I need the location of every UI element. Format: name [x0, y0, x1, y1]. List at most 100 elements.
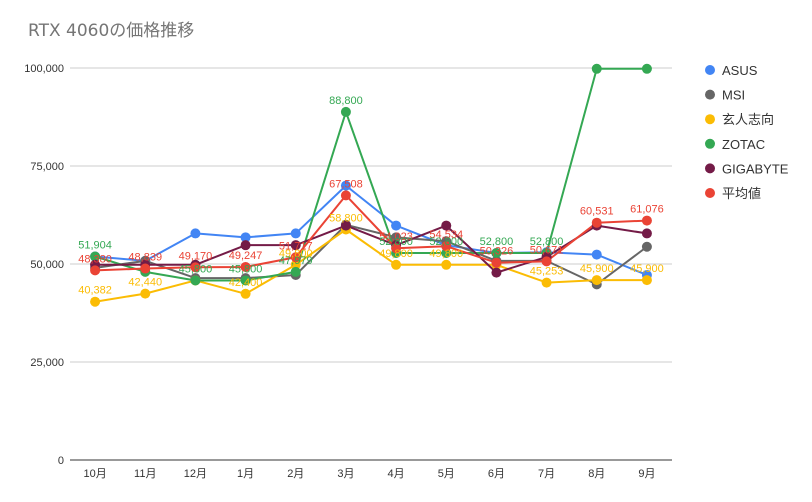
x-tick-label: 7月 [538, 468, 555, 480]
y-tick-label: 75,000 [30, 161, 64, 173]
data-point [591, 249, 602, 260]
series-line-5 [95, 194, 647, 272]
series-line-3 [94, 67, 647, 282]
data-label: 51,904 [78, 240, 112, 252]
y-tick-label: 50,000 [30, 259, 64, 271]
legend-label: 平均値 [722, 186, 761, 201]
data-point [641, 275, 652, 286]
data-label: 49,247 [229, 250, 263, 262]
legend-marker [705, 65, 715, 75]
data-point [591, 275, 602, 286]
data-point [190, 228, 201, 239]
data-point [441, 241, 452, 252]
data-point [391, 232, 402, 243]
legend-label: MSI [722, 88, 745, 103]
y-tick-label: 100,000 [24, 63, 64, 75]
data-label: 52,800 [429, 236, 463, 248]
data-label: 42,440 [128, 277, 162, 289]
x-tick-label: 4月 [388, 468, 405, 480]
grid-lines [70, 67, 672, 461]
data-label: 48,839 [128, 252, 162, 264]
series-line-4 [95, 224, 648, 274]
data-point [591, 217, 602, 228]
data-point [240, 275, 251, 286]
data-point [90, 251, 101, 262]
data-point [641, 241, 652, 252]
data-point [391, 220, 402, 231]
data-point [290, 259, 301, 270]
data-point [290, 252, 301, 263]
x-tick-label: 10月 [83, 468, 106, 480]
data-label: 45,800 [179, 263, 213, 275]
data-label: 88,800 [329, 95, 363, 107]
data-point [391, 259, 402, 270]
data-point [290, 240, 301, 251]
data-point [641, 63, 652, 74]
legend-marker [705, 138, 715, 149]
y-tick-label: 25,000 [30, 357, 64, 369]
data-label: 45,800 [229, 263, 263, 275]
data-label: 40,382 [78, 285, 112, 297]
x-tick-label: 12月 [184, 468, 207, 480]
legend-label: ASUS [722, 63, 758, 78]
x-tick-label: 8月 [588, 468, 605, 480]
data-label: 54,023 [379, 231, 413, 243]
legend-marker [705, 188, 715, 198]
data-point [441, 259, 452, 270]
data-label: 51,717 [279, 240, 313, 252]
data-label: 52,800 [530, 236, 564, 248]
legend-marker [705, 163, 715, 174]
legend-label: GIGABYTE [722, 161, 789, 176]
data-point [340, 180, 351, 191]
x-tick-label: 1月 [237, 468, 254, 480]
data-point [290, 266, 301, 277]
data-label: 49,800 [429, 248, 463, 260]
x-tick-label: 3月 [337, 468, 354, 480]
series-line-1 [94, 223, 648, 286]
legend-marker [705, 89, 715, 100]
data-label: 49,170 [179, 250, 213, 262]
x-tick-label: 2月 [287, 468, 304, 480]
data-label: 58,800 [329, 213, 363, 225]
data-label: 52,800 [379, 236, 413, 248]
chart-title: RTX 4060の価格推移 [28, 21, 195, 41]
x-tick-label: 11月 [134, 468, 156, 480]
data-point [140, 263, 151, 274]
data-point [491, 248, 502, 259]
data-label: 45,253 [530, 266, 564, 278]
data-label: 48,380 [78, 253, 112, 265]
data-point [240, 261, 251, 272]
legend-marker [705, 114, 715, 125]
data-point [240, 232, 251, 243]
legend-label: 玄人志向 [722, 112, 774, 127]
data-point [290, 228, 301, 239]
x-tick-label: 9月 [638, 468, 655, 480]
data-point [441, 220, 452, 231]
data-point [491, 257, 502, 268]
data-point [190, 262, 201, 273]
x-tick-label: 5月 [438, 468, 455, 480]
data-labels: 51,90448,38040,38248,83942,44049,17045,8… [78, 95, 663, 297]
series-points [90, 63, 652, 307]
data-label: 60,531 [580, 206, 614, 218]
series-lines [94, 67, 648, 303]
data-label: 45,900 [630, 263, 664, 275]
data-point [340, 190, 351, 201]
data-label: 49,800 [279, 248, 313, 260]
data-label: 49,800 [379, 248, 413, 260]
data-point [240, 288, 251, 299]
data-label: 52,800 [480, 236, 514, 248]
legend: ASUS MSI 玄人志向 ZOTAC GIGABYTE 平均値 [705, 63, 789, 201]
series-line-2 [94, 228, 647, 303]
data-point [340, 220, 351, 231]
data-label: 47,979 [279, 255, 313, 267]
data-label: 67,508 [329, 178, 363, 190]
data-point [90, 296, 101, 307]
x-tick-label: 6月 [488, 468, 505, 480]
legend-label: ZOTAC [722, 137, 765, 152]
data-point [541, 256, 552, 267]
data-label: 42,400 [229, 277, 263, 289]
data-point [190, 275, 201, 286]
